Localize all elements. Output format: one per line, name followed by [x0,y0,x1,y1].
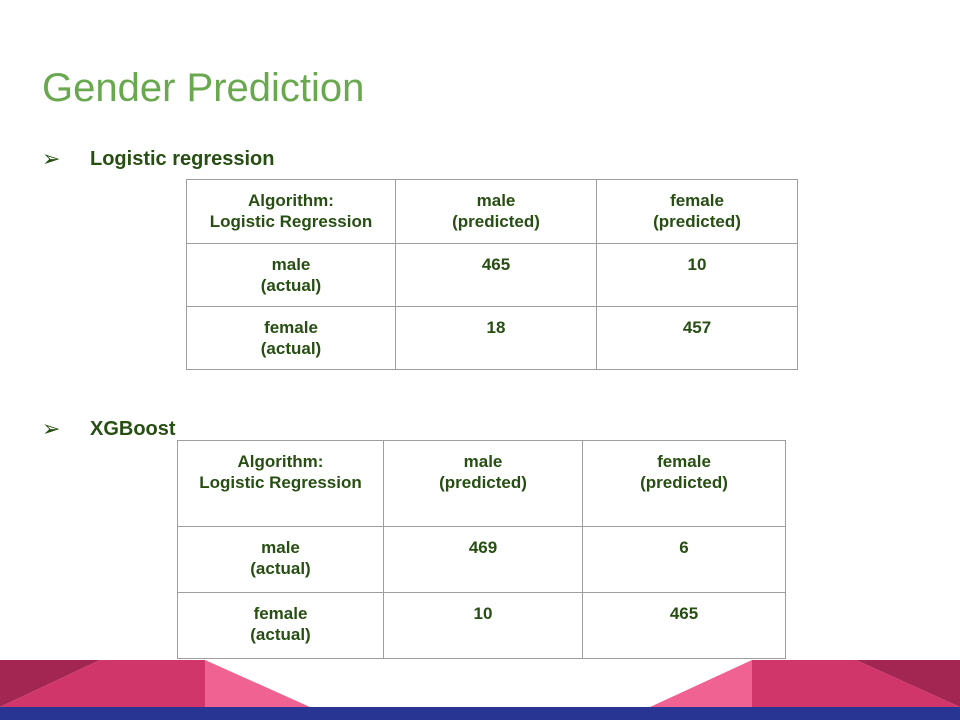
footer-shape-left-light [205,660,310,707]
footer-shape-right-dark [856,660,960,707]
table-row: female (actual) 10 465 [177,592,786,659]
header-line: (predicted) [640,473,728,492]
section-heading-logistic-regression: ➢ Logistic regression [42,148,275,170]
footer-bar [0,707,960,720]
footer-shape-right-mid [752,660,960,707]
row-label-cell: male (actual) [177,526,384,593]
footer-shape-right-light [650,660,752,707]
row-label-line: male [271,255,311,274]
table-header-cell: male (predicted) [383,440,583,527]
row-label-cell: male (actual) [186,243,396,307]
table-value-cell: 10 [596,243,798,307]
row-label-line: (actual) [250,625,311,644]
row-label-line: (actual) [260,339,322,358]
header-line: male [463,452,503,471]
table-row: female (actual) 18 457 [186,306,798,370]
row-label-line: (actual) [250,559,311,578]
header-line: (predicted) [452,212,540,231]
table-row: male (actual) 469 6 [177,526,786,593]
table-header-cell: male (predicted) [395,179,597,244]
table-value-cell: 6 [582,526,786,593]
row-label-line: (actual) [260,276,322,295]
header-line: Logistic Regression [199,473,362,492]
slide-title: Gender Prediction [42,66,365,110]
row-label-line: male [261,538,300,557]
header-line: (predicted) [653,212,741,231]
header-line: (predicted) [439,473,527,492]
table-value-cell: 469 [383,526,583,593]
table-header-row: Algorithm: Logistic Regression male (pre… [186,179,798,244]
section-heading-xgboost: ➢ XGBoost [42,418,176,440]
arrow-bullet-icon: ➢ [42,146,61,171]
header-line: female [657,452,711,471]
section-heading-label: Logistic regression [90,148,275,170]
table-header-cell: female (predicted) [582,440,786,527]
header-line: Logistic Regression [209,212,373,231]
footer-shape-left-mid [0,660,205,707]
table-value-cell: 457 [596,306,798,370]
row-label-cell: female (actual) [186,306,396,370]
arrow-bullet-icon: ➢ [42,416,61,441]
confusion-matrix-logistic-regression: Algorithm: Logistic Regression male (pre… [186,179,798,370]
row-label-line: female [253,604,308,623]
header-line: Algorithm: [248,191,334,210]
row-label-cell: female (actual) [177,592,384,659]
table-value-cell: 10 [383,592,583,659]
footer-decoration [0,660,960,720]
header-line: female [670,191,724,210]
section-heading-label: XGBoost [90,418,176,440]
table-value-cell: 465 [395,243,597,307]
table-row: male (actual) 465 10 [186,243,798,307]
table-header-cell: female (predicted) [596,179,798,244]
table-header-cell: Algorithm: Logistic Regression [177,440,384,527]
table-header-cell: Algorithm: Logistic Regression [186,179,396,244]
header-line: Algorithm: [237,452,324,471]
confusion-matrix-xgboost: Algorithm: Logistic Regression male (pre… [177,440,786,659]
header-line: male [476,191,516,210]
table-value-cell: 18 [395,306,597,370]
table-header-row: Algorithm: Logistic Regression male (pre… [177,440,786,527]
row-label-line: female [264,318,318,337]
table-value-cell: 465 [582,592,786,659]
